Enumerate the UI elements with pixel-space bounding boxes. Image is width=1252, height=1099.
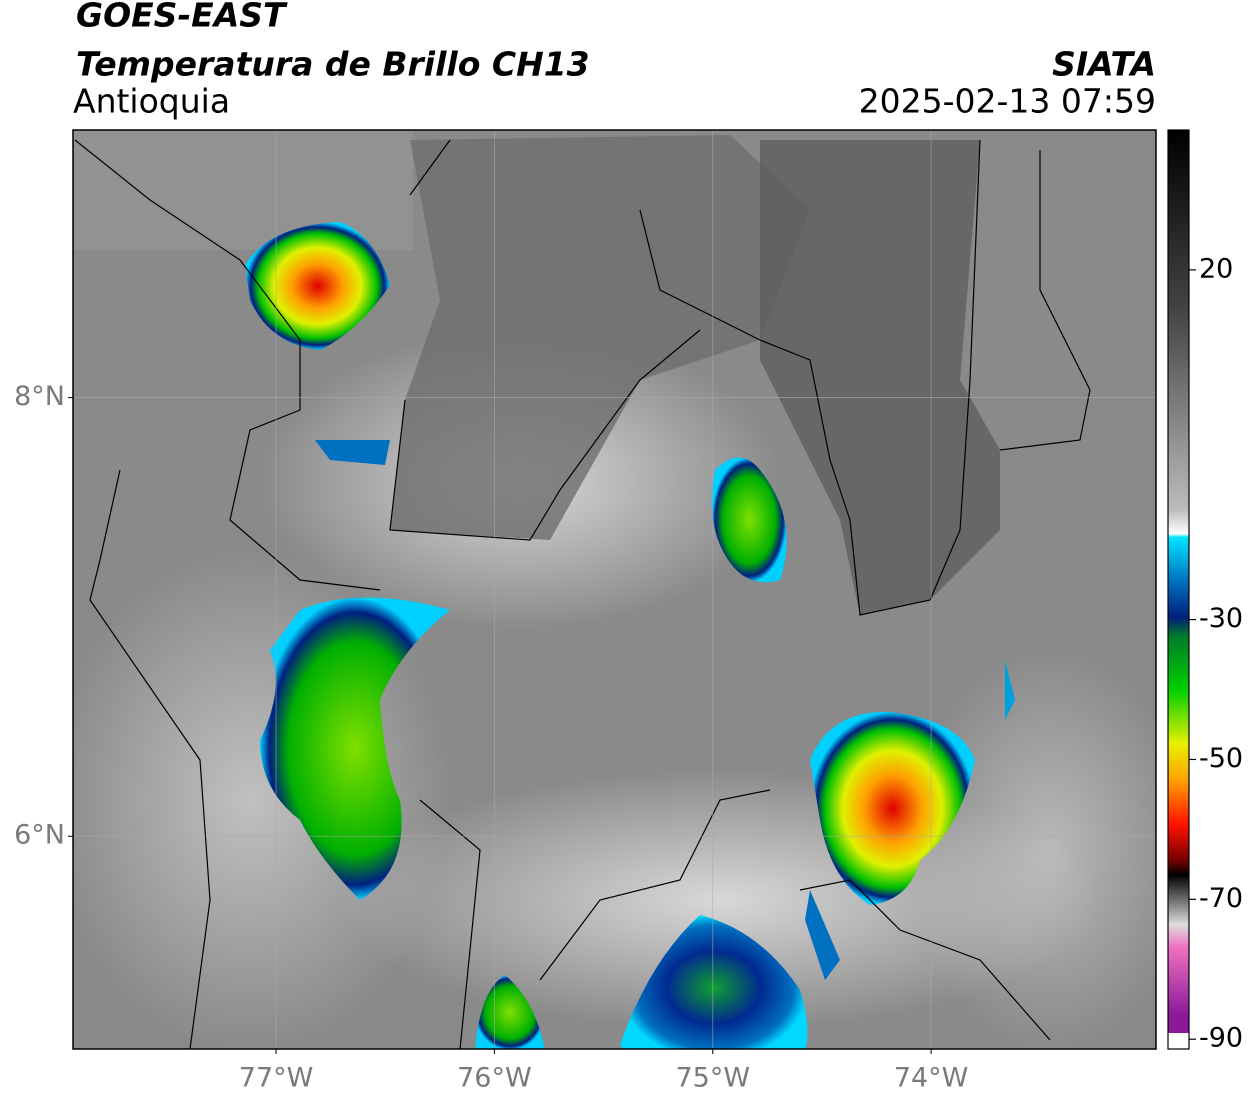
title: GOES-EAST — [76, 0, 288, 35]
colorbar-tick-label: -50 — [1199, 743, 1243, 774]
y-tick-label: 8°N — [14, 381, 65, 412]
colorbar-frame — [1167, 129, 1190, 1050]
grid — [73, 130, 1156, 1049]
x-tick-label: 76°W — [457, 1063, 532, 1094]
y-tick-label: 6°N — [14, 820, 65, 851]
colorbar-extend — [1168, 1033, 1189, 1049]
subtitle: Temperatura de Brillo CH13 — [76, 45, 590, 84]
map-frame — [72, 129, 1157, 1050]
x-tick-label: 75°W — [675, 1063, 750, 1094]
x-tick-label: 77°W — [239, 1063, 314, 1094]
x-tick-label: 74°W — [894, 1063, 969, 1094]
colorbar-tick-label: -70 — [1199, 883, 1243, 914]
map-image — [73, 130, 1156, 1049]
colorbar-tick-label: 20 — [1199, 253, 1233, 284]
colorbar — [1168, 130, 1189, 1033]
colorbar-tick-label: -30 — [1199, 603, 1243, 634]
colorbar-tick-label: -90 — [1199, 1023, 1243, 1054]
source: SIATA — [1052, 45, 1156, 84]
datetime: 2025-02-13 07:59 — [859, 82, 1156, 121]
region: Antioquia — [73, 82, 230, 121]
